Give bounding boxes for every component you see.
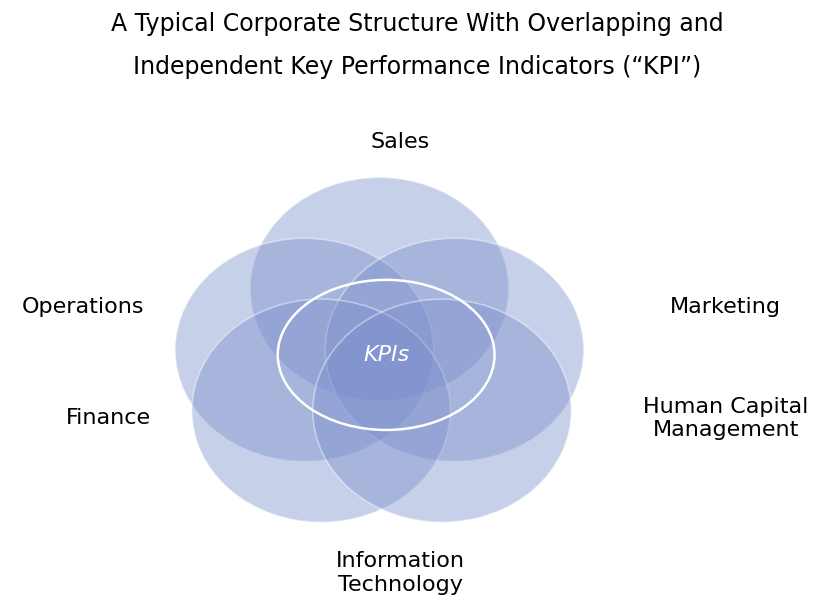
Text: Information
Technology: Information Technology — [336, 551, 465, 595]
Text: Human Capital
Management: Human Capital Management — [643, 397, 808, 440]
Ellipse shape — [313, 299, 571, 522]
Text: KPIs: KPIs — [363, 345, 409, 365]
Ellipse shape — [192, 299, 450, 522]
Ellipse shape — [175, 238, 434, 461]
Ellipse shape — [325, 238, 584, 461]
Text: Sales: Sales — [370, 132, 430, 152]
Text: Marketing: Marketing — [670, 297, 781, 316]
Text: Independent Key Performance Indicators (“KPI”): Independent Key Performance Indicators (… — [133, 55, 701, 79]
Text: Finance: Finance — [66, 408, 151, 428]
Text: Operations: Operations — [23, 297, 144, 316]
Text: A Typical Corporate Structure With Overlapping and: A Typical Corporate Structure With Overl… — [111, 12, 723, 36]
Ellipse shape — [250, 177, 509, 401]
